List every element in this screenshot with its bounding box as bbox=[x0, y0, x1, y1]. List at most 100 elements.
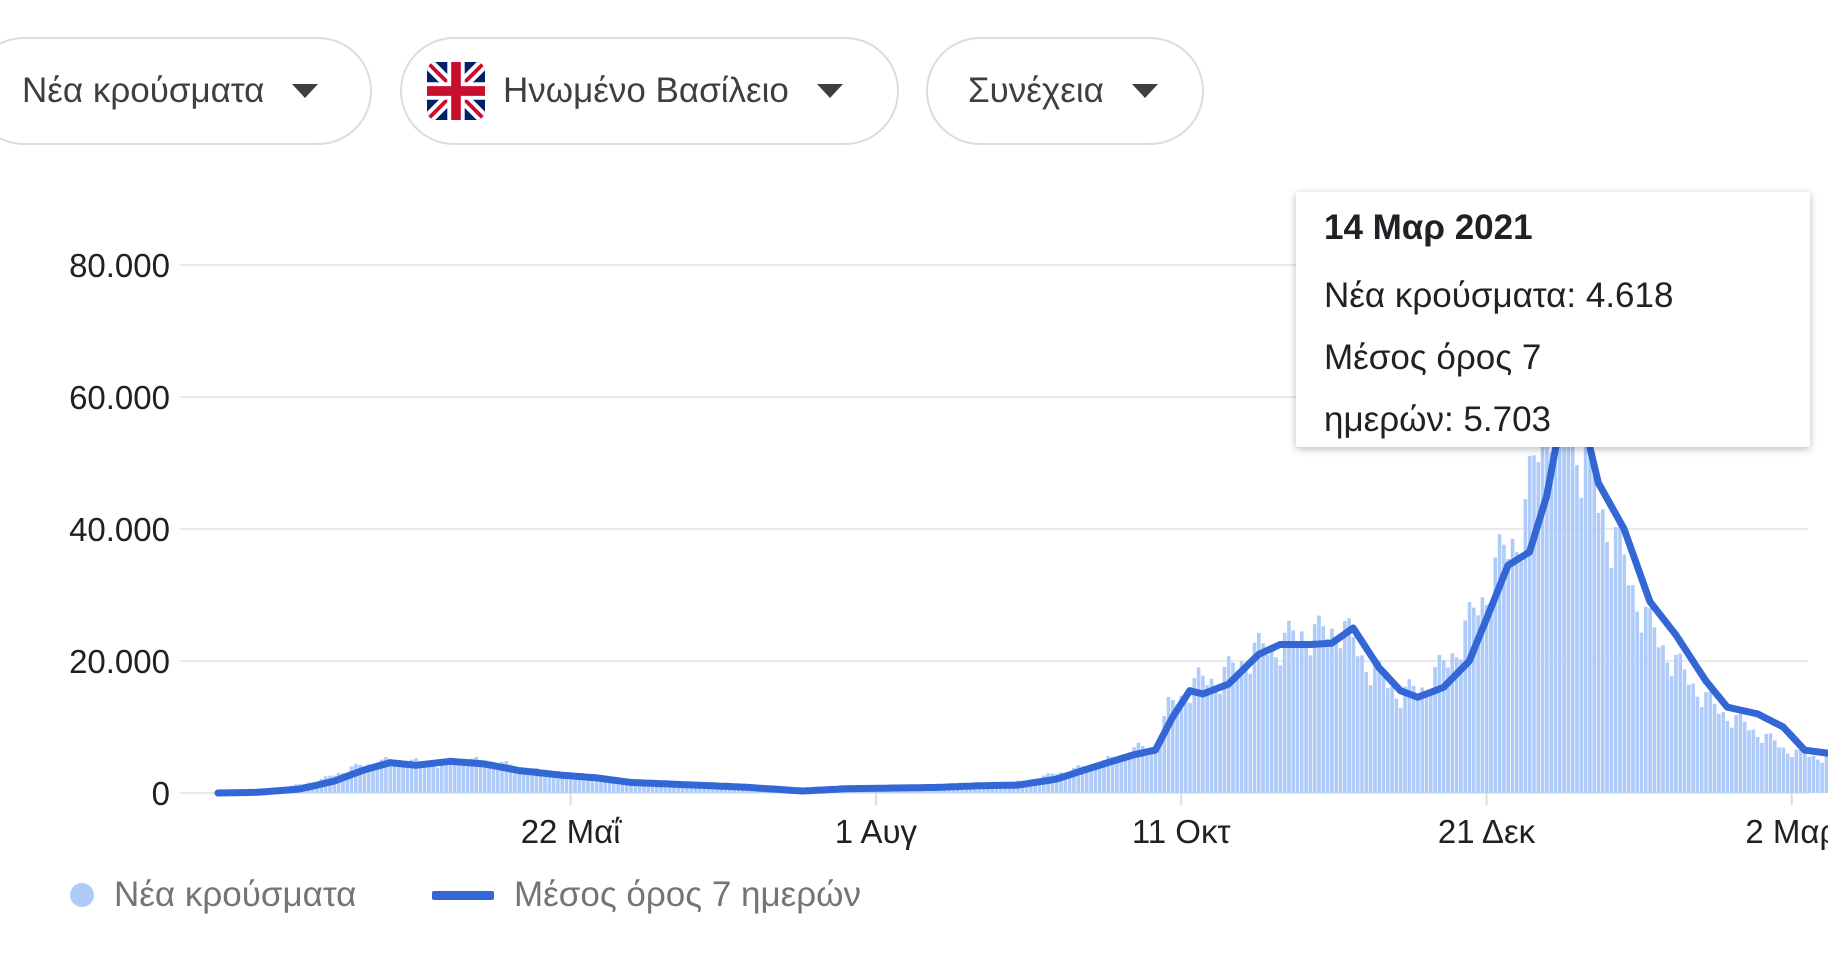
bar bbox=[414, 758, 418, 793]
bar bbox=[1588, 438, 1592, 793]
bar bbox=[1704, 692, 1708, 793]
bar bbox=[1459, 659, 1463, 793]
bar bbox=[435, 767, 440, 793]
bar bbox=[1695, 696, 1700, 793]
bar bbox=[1252, 642, 1257, 793]
bar bbox=[633, 783, 638, 793]
bar bbox=[1545, 428, 1549, 793]
bar bbox=[977, 786, 982, 793]
bar bbox=[487, 761, 491, 793]
bar bbox=[1097, 767, 1102, 793]
bar bbox=[586, 780, 590, 793]
bar bbox=[1265, 655, 1270, 793]
bar bbox=[685, 784, 689, 793]
bar bbox=[1781, 747, 1786, 793]
metric-dropdown-label: Νέα κρούσματα bbox=[22, 71, 265, 110]
bar bbox=[1110, 756, 1115, 793]
more-dropdown-label: Συνέχεια bbox=[968, 71, 1104, 110]
legend-dot-icon bbox=[70, 883, 94, 907]
bar bbox=[1738, 713, 1743, 793]
bar bbox=[702, 786, 706, 793]
legend-item-new-cases: Νέα κρούσματα bbox=[70, 875, 356, 915]
bar bbox=[538, 770, 543, 793]
bar bbox=[594, 778, 599, 793]
x-tick-label: 21 Δεκ bbox=[1438, 813, 1536, 850]
bar bbox=[1149, 747, 1154, 793]
bar bbox=[1334, 639, 1338, 793]
bar bbox=[431, 766, 435, 793]
caret-down-icon bbox=[292, 84, 319, 98]
bar bbox=[1403, 686, 1407, 793]
bar bbox=[358, 764, 362, 793]
legend-line-icon bbox=[432, 890, 494, 900]
bar bbox=[1760, 742, 1764, 793]
bar bbox=[689, 785, 693, 793]
bar bbox=[1803, 752, 1807, 793]
bar bbox=[513, 767, 517, 793]
bar bbox=[556, 776, 560, 793]
more-dropdown[interactable]: Συνέχεια bbox=[926, 37, 1204, 145]
bar bbox=[349, 766, 354, 793]
bar bbox=[1037, 779, 1042, 793]
bar bbox=[530, 768, 534, 793]
bar bbox=[1622, 554, 1627, 793]
bar bbox=[1446, 667, 1450, 793]
bar bbox=[646, 785, 650, 793]
bar bbox=[1205, 685, 1209, 793]
legend-item-average: Μέσος όρος 7 ημερών bbox=[432, 875, 861, 915]
cases-chart[interactable]: 0 20.000 40.000 60.000 80.000 22 Μαΐ 1 Αυγ 11 Ο… bbox=[0, 0, 1828, 860]
bar bbox=[973, 785, 977, 793]
bar bbox=[1394, 698, 1399, 793]
y-tick-label: 40.000 bbox=[69, 511, 170, 548]
bar bbox=[612, 783, 616, 793]
bar bbox=[1338, 648, 1343, 793]
bar bbox=[1398, 707, 1403, 793]
uk-flag-icon bbox=[427, 62, 485, 120]
bar bbox=[397, 760, 401, 793]
bar bbox=[1558, 349, 1562, 793]
bar bbox=[1768, 733, 1773, 793]
chart-tooltip: 14 Μαρ 2021 Νέα κρούσματα: 4.618 Μέσος ό… bbox=[1296, 192, 1810, 447]
bar bbox=[1278, 665, 1283, 793]
bar bbox=[710, 786, 715, 793]
bar bbox=[1467, 602, 1472, 793]
bar bbox=[427, 763, 431, 793]
bar bbox=[1596, 512, 1601, 793]
x-tick-label: 22 Μαΐ bbox=[521, 813, 622, 850]
bar bbox=[1463, 620, 1467, 793]
bar bbox=[1059, 772, 1063, 793]
bar bbox=[1102, 759, 1106, 793]
bar bbox=[1734, 715, 1738, 793]
bar bbox=[1476, 615, 1480, 793]
tooltip-new-cases: Νέα κρούσματα: 4.618 bbox=[1324, 276, 1674, 315]
bar bbox=[1119, 754, 1123, 793]
bar bbox=[500, 761, 504, 793]
bar bbox=[1712, 703, 1717, 793]
bar bbox=[1424, 691, 1429, 793]
bar bbox=[366, 764, 371, 793]
bar bbox=[1312, 624, 1317, 793]
bar bbox=[345, 772, 349, 793]
bar bbox=[422, 764, 427, 793]
bar bbox=[1661, 645, 1665, 793]
bar bbox=[1080, 766, 1085, 793]
bar bbox=[706, 787, 711, 793]
bar bbox=[1480, 597, 1485, 793]
bar bbox=[1282, 632, 1287, 793]
bar bbox=[470, 758, 474, 793]
bar bbox=[1089, 765, 1093, 793]
country-dropdown[interactable]: Ηνωμένο Βασίλειο bbox=[400, 37, 899, 145]
bar bbox=[607, 781, 612, 793]
bar bbox=[1691, 683, 1695, 793]
bar bbox=[1373, 664, 1377, 793]
bar bbox=[354, 763, 358, 793]
bar bbox=[526, 772, 530, 793]
bar bbox=[1140, 745, 1145, 793]
metric-dropdown[interactable]: Νέα κρούσματα bbox=[0, 37, 372, 145]
bar bbox=[736, 788, 741, 793]
bar bbox=[1441, 660, 1446, 793]
bar bbox=[1579, 497, 1584, 793]
bar bbox=[624, 781, 629, 793]
legend-label-new-cases: Νέα κρούσματα bbox=[114, 875, 357, 914]
bar bbox=[543, 772, 547, 793]
